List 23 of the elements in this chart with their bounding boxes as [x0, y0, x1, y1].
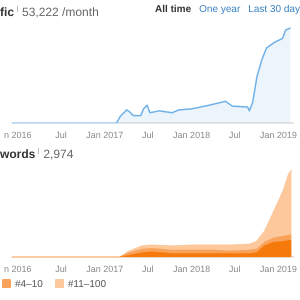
x-tick-label: Jul: [55, 264, 67, 274]
chart-title: fic: [0, 5, 14, 19]
chart-subtitle: 2,974: [43, 147, 74, 161]
legend-label: #4–10: [14, 279, 43, 290]
x-tick-label: Jan 2017: [86, 130, 124, 140]
x-tick-label: Jul: [228, 264, 240, 274]
chart-subtitle: 53,222 /month: [22, 5, 99, 19]
x-tick-label: Jan 2019: [260, 264, 297, 274]
x-tick-label: Jul: [142, 264, 154, 274]
x-tick-label: Jul: [55, 130, 67, 140]
legend-label: #11–100: [66, 279, 106, 290]
x-tick-label: n 2016: [4, 264, 32, 274]
x-tick-label: Jan 2018: [173, 130, 210, 140]
text: One year: [199, 4, 240, 15]
chart-title: words: [0, 147, 36, 161]
text: Last 30 day: [248, 4, 300, 15]
x-tick-label: Jan 2018: [173, 264, 210, 274]
x-tick-label: Jan 2019: [260, 130, 297, 140]
x-tick-label: Jul: [142, 130, 154, 140]
x-tick-label: Jul: [228, 130, 240, 140]
x-tick-label: Jan 2017: [86, 264, 124, 274]
text: All time: [155, 4, 192, 15]
x-tick-label: n 2016: [4, 130, 32, 140]
